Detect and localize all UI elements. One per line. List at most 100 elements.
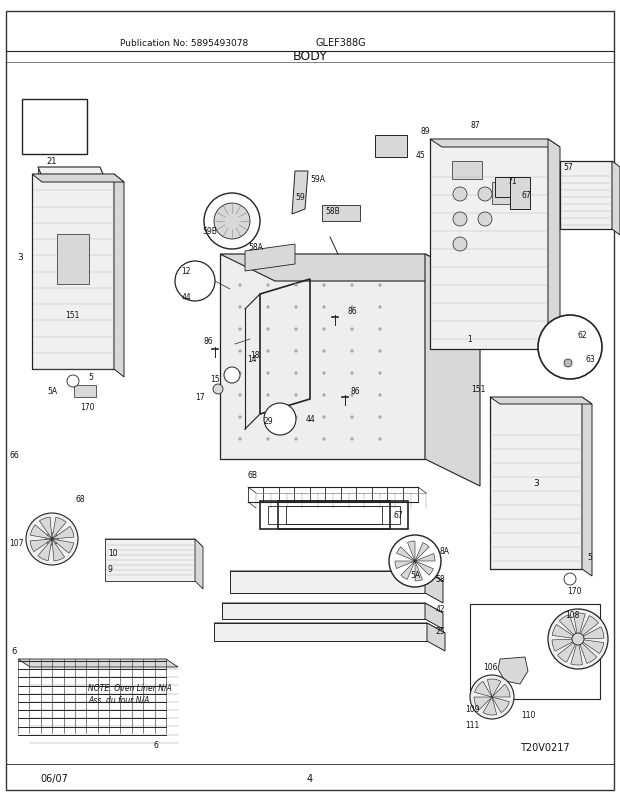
Text: 151: 151 xyxy=(471,385,485,394)
Text: GLEF388G: GLEF388G xyxy=(315,38,366,48)
Wedge shape xyxy=(415,554,435,561)
Text: 57: 57 xyxy=(563,164,573,172)
Wedge shape xyxy=(52,527,74,539)
Text: 59B: 59B xyxy=(203,227,218,237)
Bar xyxy=(74,386,96,398)
Polygon shape xyxy=(220,255,425,460)
Wedge shape xyxy=(30,539,52,552)
Circle shape xyxy=(378,438,381,441)
Text: T20V0217: T20V0217 xyxy=(520,742,570,752)
Text: 10: 10 xyxy=(108,549,118,558)
Polygon shape xyxy=(548,140,560,358)
Wedge shape xyxy=(52,539,74,553)
Circle shape xyxy=(453,213,467,227)
Circle shape xyxy=(267,350,270,353)
Text: 151: 151 xyxy=(65,310,79,319)
Polygon shape xyxy=(18,659,178,667)
Circle shape xyxy=(572,634,584,645)
Circle shape xyxy=(267,394,270,397)
Polygon shape xyxy=(490,398,592,404)
Wedge shape xyxy=(487,679,501,697)
Text: Ass. du four N/A: Ass. du four N/A xyxy=(88,695,149,703)
Circle shape xyxy=(267,328,270,331)
Circle shape xyxy=(378,306,381,309)
Wedge shape xyxy=(40,517,52,539)
Circle shape xyxy=(322,416,326,419)
Wedge shape xyxy=(578,639,604,654)
Circle shape xyxy=(538,316,602,379)
Polygon shape xyxy=(222,603,443,614)
Circle shape xyxy=(350,416,353,419)
Wedge shape xyxy=(415,561,422,581)
Circle shape xyxy=(350,372,353,375)
Wedge shape xyxy=(578,616,598,639)
Polygon shape xyxy=(114,175,124,378)
Circle shape xyxy=(322,394,326,397)
Wedge shape xyxy=(415,543,429,561)
Text: 3: 3 xyxy=(533,479,539,488)
Circle shape xyxy=(378,284,381,287)
Polygon shape xyxy=(214,623,445,634)
Text: 9: 9 xyxy=(108,565,113,573)
Circle shape xyxy=(378,394,381,397)
Circle shape xyxy=(470,675,514,719)
Polygon shape xyxy=(222,603,425,619)
Text: 86: 86 xyxy=(350,387,360,396)
Text: 1: 1 xyxy=(467,335,472,344)
Circle shape xyxy=(378,416,381,419)
Text: 58: 58 xyxy=(435,575,445,584)
Text: 59: 59 xyxy=(295,193,305,202)
Circle shape xyxy=(350,306,353,309)
Circle shape xyxy=(378,372,381,375)
Text: BODY: BODY xyxy=(293,51,327,63)
Text: 29: 29 xyxy=(263,417,273,426)
Text: 44: 44 xyxy=(305,415,315,424)
Bar xyxy=(510,178,530,210)
Text: 58B: 58B xyxy=(325,207,340,217)
Wedge shape xyxy=(578,639,596,663)
Bar xyxy=(452,162,482,180)
Circle shape xyxy=(294,416,298,419)
Wedge shape xyxy=(52,539,64,561)
Circle shape xyxy=(350,328,353,331)
Text: 110: 110 xyxy=(521,710,535,719)
Bar xyxy=(260,501,390,529)
Circle shape xyxy=(204,194,260,249)
Bar xyxy=(22,100,87,155)
Text: 66: 66 xyxy=(9,451,19,460)
Text: 5: 5 xyxy=(588,553,593,561)
Text: 06/07: 06/07 xyxy=(40,773,68,783)
Bar xyxy=(278,501,408,529)
Circle shape xyxy=(564,359,572,367)
Text: 170: 170 xyxy=(80,403,94,412)
Text: 89: 89 xyxy=(420,128,430,136)
Circle shape xyxy=(322,372,326,375)
Circle shape xyxy=(267,306,270,309)
Text: 17: 17 xyxy=(195,393,205,402)
Text: 109: 109 xyxy=(465,705,479,714)
Text: 5A: 5A xyxy=(47,387,57,396)
Circle shape xyxy=(294,284,298,287)
Circle shape xyxy=(213,384,223,395)
Circle shape xyxy=(67,375,79,387)
Text: 5A: 5A xyxy=(410,571,420,580)
Text: 42: 42 xyxy=(435,605,445,614)
Wedge shape xyxy=(30,525,52,539)
Text: 68: 68 xyxy=(75,495,85,504)
Circle shape xyxy=(294,372,298,375)
Wedge shape xyxy=(552,639,578,651)
Polygon shape xyxy=(425,603,443,630)
Circle shape xyxy=(214,204,250,240)
Text: 14: 14 xyxy=(247,355,257,364)
Bar xyxy=(268,506,382,525)
Text: 18: 18 xyxy=(250,350,260,359)
Circle shape xyxy=(239,350,242,353)
Circle shape xyxy=(239,394,242,397)
Bar xyxy=(32,175,114,370)
Text: 87: 87 xyxy=(470,121,480,131)
Text: 106: 106 xyxy=(483,662,497,671)
Circle shape xyxy=(239,328,242,331)
Wedge shape xyxy=(38,539,52,561)
Polygon shape xyxy=(195,539,203,589)
Text: NOTE: Oven Liner N/A: NOTE: Oven Liner N/A xyxy=(88,683,172,691)
